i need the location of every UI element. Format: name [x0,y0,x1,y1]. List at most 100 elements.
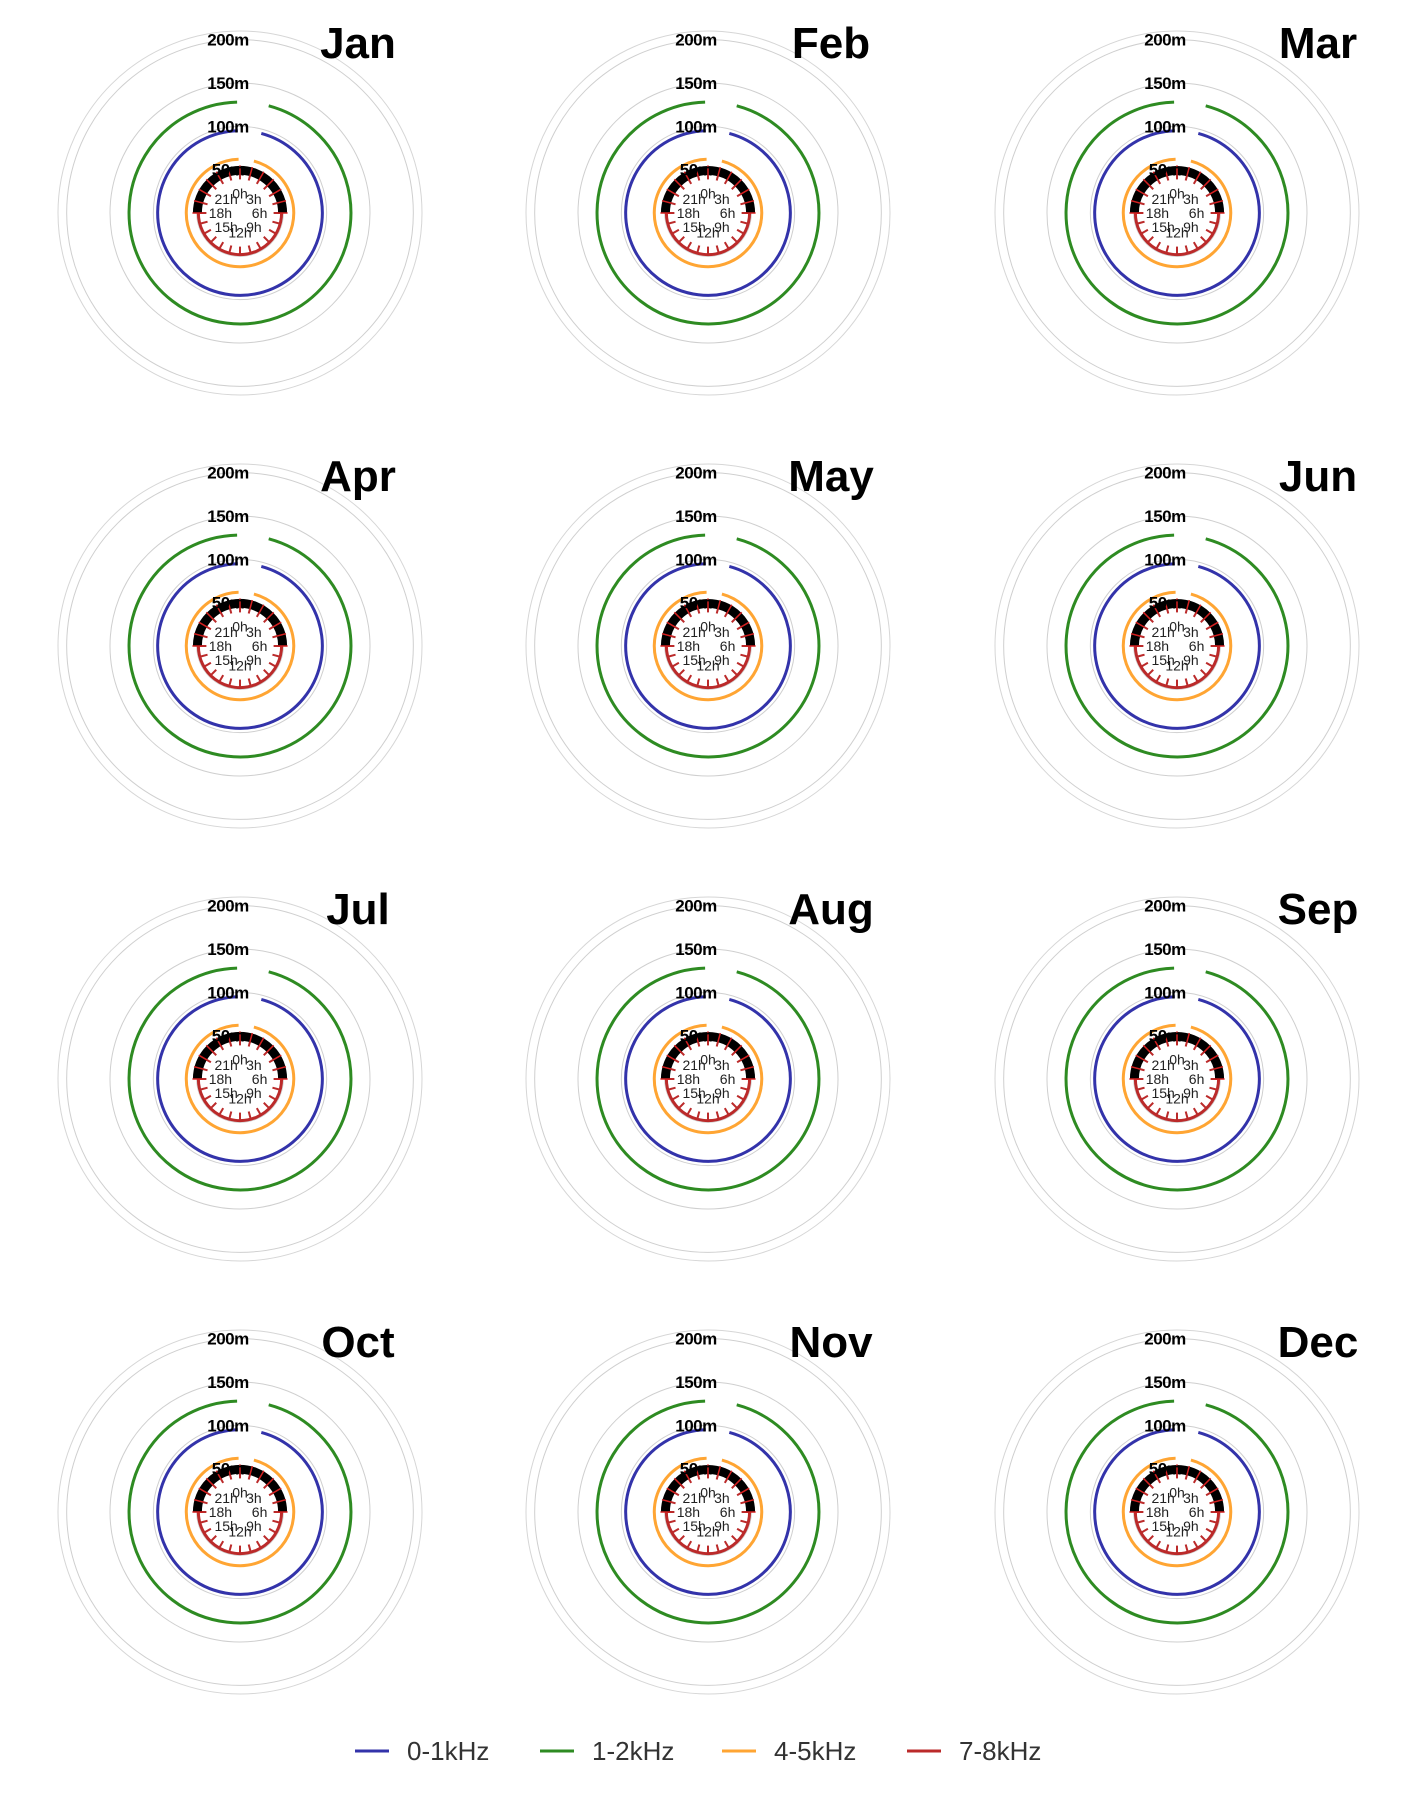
radial-tick-label: 200m [1144,897,1186,916]
hour-label: 6h [720,1071,736,1087]
night-tick [1130,1065,1141,1070]
legend-item-4-5kHz: 4-5kHz [722,1736,856,1766]
series-line-0-1kHz [156,1428,324,1596]
night-tick [683,171,690,181]
hour-tick [228,678,233,687]
hour-label: 12h [1165,1524,1188,1540]
radial-tick-label: 50m [212,1460,245,1479]
night-tick [249,166,254,177]
hour-label: 0h [1169,618,1185,634]
night-tick [1135,1054,1145,1061]
hour-tick [1200,1102,1208,1110]
night-tick [226,166,231,177]
grid-ring-150 [109,82,371,344]
series-line-4-5kHz [652,157,764,269]
outer-grid-ring [525,896,891,1262]
hour-label: 18h [209,1071,232,1087]
radial-tick-label: 150m [1144,507,1186,526]
radial-tick-label: 50m [680,161,713,180]
radial-tick-label: 200m [675,1330,717,1349]
grid-ring-100 [152,991,328,1167]
radial-tick-label: 100m [1144,117,1186,136]
hour-label: 15h [1151,219,1174,235]
night-tick [1195,604,1202,614]
night-tick [249,599,254,610]
hour-label: 15h [214,1518,237,1534]
radial-tick-label: 200m [207,31,249,50]
series-line-0-1kHz [1093,129,1261,297]
hour-label: 21h [682,191,705,207]
hour-tick [715,678,720,687]
hour-tick [1192,674,1199,683]
hour-label: 0h [1169,185,1185,201]
hour-label: 0h [700,185,716,201]
night-tick [1195,171,1202,181]
hour-tick [1146,1102,1154,1110]
night-tick [1142,1044,1151,1053]
hour-label: 21h [214,1057,237,1073]
night-tick [276,1498,287,1503]
hour-label: 0h [232,1484,248,1500]
hour-tick [1184,1544,1189,1553]
hour-tick [263,1102,271,1110]
hour-label: 15h [1151,1518,1174,1534]
hour-label: 6h [1189,1071,1205,1087]
night-tick [1135,1487,1145,1494]
grid-ring-100 [620,558,796,734]
hour-label: 12h [696,1091,719,1107]
hour-tick [263,1535,271,1543]
radial-tick-label: 150m [207,1373,249,1392]
panel-title: Mar [1279,19,1357,68]
hour-label: 21h [214,1490,237,1506]
radial-tick-label: 150m [675,507,717,526]
hour-label: 9h [246,652,262,668]
night-tick [683,1037,690,1047]
panel-title: Dec [1278,1318,1359,1367]
night-tick [215,1470,222,1480]
night-tick [1203,1477,1212,1486]
hour-tick [272,1519,281,1524]
radial-tick-label: 100m [1144,983,1186,1002]
night-tick [272,1054,282,1061]
hour-tick [255,1107,262,1116]
hour-tick [677,1535,685,1543]
night-tick [744,1498,755,1503]
legend-label: 0-1kHz [407,1736,489,1766]
night-tick [673,1044,682,1053]
radial-tick-label: 200m [1144,1330,1186,1349]
series-line-4-5kHz [652,590,764,702]
night-tick [673,1477,682,1486]
hour-label: 3h [246,1490,262,1506]
hour-tick [1165,678,1170,687]
night-tick [740,1054,750,1061]
hour-label: 18h [1146,1071,1169,1087]
hour-tick [1205,1094,1214,1101]
night-tick [258,1037,265,1047]
hour-tick [731,669,739,677]
night-tick [1163,1032,1168,1043]
night-tick [1142,178,1151,187]
night-tick [258,604,265,614]
radial-tick-label: 200m [207,464,249,483]
night-tick [740,1487,750,1494]
hour-tick [667,1519,676,1524]
radial-tick-label: 100m [675,983,717,1002]
grid-ring-200 [534,39,882,387]
hour-tick [1146,236,1154,244]
night-tick [666,621,676,628]
hour-tick [671,1094,680,1101]
grid-ring-100 [1089,125,1265,301]
night-tick [193,1498,204,1503]
hour-label: 6h [252,205,268,221]
hour-tick [736,1094,745,1101]
night-tick [694,1032,699,1043]
hour-label: 9h [1183,652,1199,668]
night-tick [734,611,743,620]
hour-label: 21h [1151,624,1174,640]
hour-tick [1200,236,1208,244]
